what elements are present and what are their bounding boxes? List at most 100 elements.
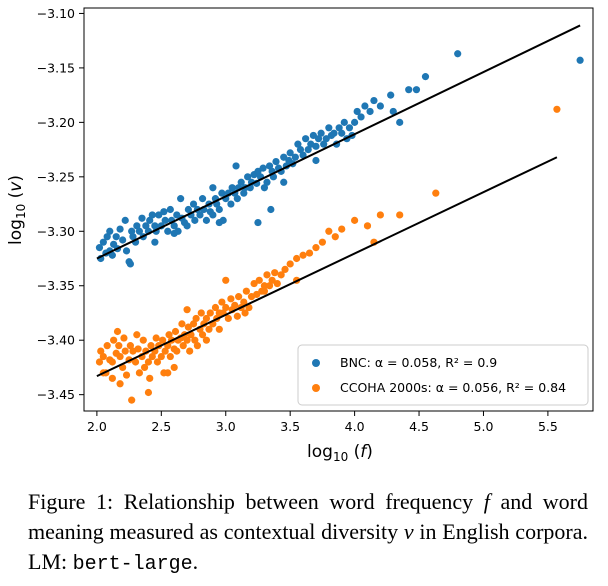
data-point bbox=[147, 342, 155, 350]
data-point bbox=[170, 222, 178, 230]
x-tick-label: 4.0 bbox=[345, 419, 365, 434]
data-point bbox=[265, 282, 274, 290]
data-point bbox=[317, 129, 325, 137]
data-point bbox=[146, 374, 154, 382]
data-point bbox=[144, 358, 153, 366]
plot-frame bbox=[83, 7, 594, 412]
data-point bbox=[103, 233, 111, 241]
data-point bbox=[338, 129, 346, 137]
data-point bbox=[293, 254, 301, 263]
data-point bbox=[116, 352, 124, 361]
y-tick-label: −3.45 bbox=[37, 387, 75, 402]
data-point bbox=[155, 211, 163, 219]
data-point bbox=[171, 327, 180, 336]
data-point bbox=[95, 244, 104, 252]
data-point bbox=[366, 107, 374, 116]
data-point bbox=[173, 347, 181, 355]
data-point bbox=[396, 211, 404, 219]
data-point bbox=[178, 320, 186, 328]
data-point bbox=[126, 342, 134, 350]
data-point bbox=[138, 214, 146, 222]
data-point bbox=[253, 290, 261, 299]
data-point bbox=[144, 388, 153, 397]
data-point bbox=[106, 227, 114, 235]
data-point bbox=[215, 309, 223, 317]
data-point bbox=[222, 303, 230, 312]
data-point bbox=[233, 312, 241, 320]
data-point bbox=[165, 331, 173, 339]
y-axis: −3.10 −3.15 −3.20 −3.25 −3.30 −3.35 −3.40 −3.45 bbox=[37, 6, 84, 402]
data-point bbox=[265, 162, 274, 170]
data-point bbox=[99, 238, 107, 246]
data-point bbox=[296, 145, 305, 154]
data-point bbox=[166, 352, 174, 361]
legend-label-bnc: BNC: α = 0.058, R² = 0.9 bbox=[340, 355, 497, 370]
data-point bbox=[97, 347, 105, 355]
data-point bbox=[108, 358, 116, 366]
data-point bbox=[126, 260, 134, 268]
data-point bbox=[351, 118, 359, 126]
y-tick-label: −3.15 bbox=[37, 60, 75, 75]
fit-lines bbox=[96, 24, 581, 378]
legend-marker-ccoha bbox=[312, 384, 320, 392]
data-point bbox=[189, 320, 198, 328]
data-point bbox=[95, 358, 104, 366]
data-point bbox=[361, 102, 369, 110]
data-point bbox=[152, 334, 160, 342]
data-point bbox=[148, 211, 156, 219]
legend-box bbox=[297, 344, 589, 406]
data-point bbox=[277, 271, 285, 279]
data-point bbox=[302, 135, 310, 143]
data-point bbox=[254, 218, 262, 227]
y-tick-label: −3.20 bbox=[37, 115, 75, 130]
data-point bbox=[186, 347, 194, 355]
data-point bbox=[259, 164, 267, 172]
data-point bbox=[133, 222, 141, 230]
data-point bbox=[215, 218, 223, 227]
data-point bbox=[345, 124, 354, 132]
x-tick-label: 3.5 bbox=[280, 419, 300, 434]
data-point bbox=[340, 118, 348, 126]
data-point bbox=[318, 238, 326, 246]
data-point bbox=[576, 56, 584, 64]
data-point bbox=[197, 309, 205, 317]
data-point bbox=[116, 225, 124, 233]
data-point bbox=[128, 396, 136, 404]
data-point bbox=[281, 265, 289, 274]
data-point bbox=[151, 222, 159, 230]
data-point bbox=[255, 276, 263, 284]
data-point bbox=[335, 124, 343, 132]
data-point bbox=[108, 374, 116, 382]
data-point bbox=[164, 369, 172, 377]
data-point bbox=[227, 200, 235, 208]
data-point bbox=[370, 96, 378, 105]
data-point bbox=[330, 129, 338, 137]
data-point bbox=[161, 216, 169, 224]
data-point bbox=[363, 222, 372, 230]
data-point bbox=[241, 309, 249, 317]
legend-marker-bnc bbox=[312, 359, 320, 367]
data-point bbox=[215, 205, 223, 214]
data-point bbox=[191, 216, 199, 224]
data-point bbox=[286, 149, 294, 157]
data-point bbox=[280, 153, 288, 161]
data-point bbox=[232, 162, 240, 170]
fit-line-ccoha bbox=[96, 156, 558, 378]
data-point bbox=[268, 276, 276, 284]
data-point bbox=[237, 178, 245, 186]
data-point bbox=[432, 189, 440, 197]
data-point bbox=[177, 195, 185, 203]
data-point bbox=[322, 135, 330, 143]
data-point bbox=[170, 363, 178, 372]
data-point bbox=[142, 222, 150, 230]
data-point bbox=[244, 173, 252, 181]
data-point bbox=[320, 140, 328, 148]
data-point bbox=[103, 342, 111, 350]
data-point bbox=[179, 342, 187, 350]
x-tick-label: 5.0 bbox=[474, 419, 494, 434]
data-point bbox=[553, 105, 561, 113]
data-point bbox=[233, 195, 241, 203]
caption-middle: and word meaning measured as contextual … bbox=[28, 489, 589, 544]
data-point bbox=[231, 301, 239, 309]
data-point bbox=[112, 233, 120, 241]
